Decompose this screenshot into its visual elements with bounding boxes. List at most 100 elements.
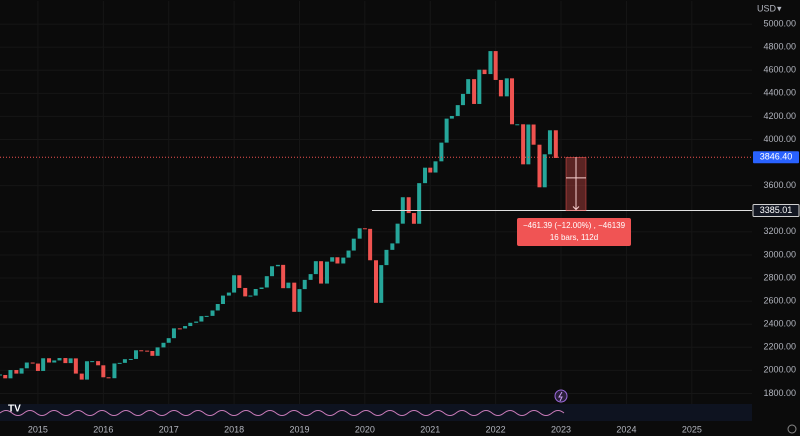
candle	[553, 130, 558, 158]
candle	[521, 124, 526, 165]
lightning	[558, 391, 563, 402]
candle	[122, 359, 127, 363]
price-label-box	[752, 204, 800, 218]
candle	[368, 228, 373, 261]
candle	[177, 328, 182, 330]
candle	[194, 321, 199, 323]
events-icon[interactable]	[554, 389, 568, 403]
y-tick-label: 4000.00	[763, 134, 796, 144]
candle	[547, 130, 552, 155]
candle	[330, 257, 335, 262]
candle	[171, 328, 176, 339]
candle	[166, 338, 171, 343]
candle	[204, 315, 209, 317]
x-tick-label: 2025	[682, 424, 702, 434]
y-tick-label: 2000.00	[763, 365, 796, 375]
candle	[411, 213, 416, 224]
x-tick-label: 2024	[616, 424, 636, 434]
y-tick-label: 4400.00	[763, 88, 796, 98]
oscillator-line	[0, 410, 565, 416]
candle	[24, 362, 29, 369]
candle	[52, 360, 57, 363]
candle	[406, 197, 411, 214]
last-price-box	[753, 151, 799, 164]
y-tick-label: 2800.00	[763, 272, 796, 282]
candle	[134, 350, 139, 359]
candle	[281, 264, 286, 289]
candle	[101, 365, 106, 378]
candle	[188, 322, 193, 327]
candle	[428, 167, 433, 173]
candle	[264, 276, 269, 288]
logo: TV	[8, 404, 21, 415]
candle	[3, 374, 8, 379]
y-tick-label: 2600.00	[763, 295, 796, 305]
candle	[63, 358, 68, 364]
candle	[537, 144, 542, 188]
candle	[84, 361, 89, 380]
candle	[395, 223, 400, 244]
x-tick-label: 2017	[159, 424, 179, 434]
candle	[444, 118, 449, 143]
candle	[57, 358, 62, 361]
candle	[275, 264, 280, 267]
candle	[472, 79, 477, 104]
candle	[390, 243, 395, 250]
candle	[220, 295, 225, 304]
candle	[210, 310, 215, 316]
candle	[542, 154, 547, 188]
y-tick-label: 4600.00	[763, 65, 796, 75]
y-tick-label: 3600.00	[763, 180, 796, 190]
candle	[117, 362, 122, 364]
candle	[362, 228, 367, 230]
candle	[253, 288, 258, 296]
candle	[139, 350, 144, 352]
candle	[112, 363, 117, 379]
candle	[90, 361, 95, 363]
candle	[498, 79, 503, 97]
candle	[319, 261, 324, 284]
candle	[128, 358, 133, 360]
y-tick-label: 4800.00	[763, 42, 796, 52]
candle	[526, 124, 531, 165]
candle	[106, 377, 111, 379]
x-tick-label: 2015	[28, 424, 48, 434]
candle	[477, 69, 482, 104]
x-tick-label: 2020	[355, 424, 375, 434]
oscillator-pane	[0, 404, 752, 421]
candle	[417, 183, 422, 224]
candle	[35, 363, 40, 371]
currency[interactable]: USD	[757, 3, 777, 13]
candle	[215, 304, 220, 311]
x-tick-label: 2023	[551, 424, 571, 434]
candle	[510, 78, 515, 125]
candle	[313, 261, 318, 275]
candle	[73, 358, 78, 374]
candle	[302, 279, 307, 290]
candle	[433, 161, 438, 173]
last-price-label: 3846.40	[760, 152, 793, 162]
candle	[351, 238, 356, 251]
candle	[183, 326, 188, 329]
y-tick-label: 2200.00	[763, 342, 796, 352]
y-tick-label: 1800.00	[763, 388, 796, 398]
candle	[19, 368, 24, 374]
candle	[248, 295, 253, 297]
candle	[226, 292, 231, 296]
candle	[308, 274, 313, 280]
x-tick-label: 2019	[289, 424, 309, 434]
candle	[488, 51, 493, 75]
candle	[504, 78, 509, 97]
measure-bars: 16 bars, 112d	[550, 233, 598, 242]
y-tick-label: 3200.00	[763, 226, 796, 236]
candle	[232, 275, 237, 293]
candle	[155, 347, 160, 356]
candle	[374, 260, 378, 303]
settings-icon[interactable]	[787, 424, 797, 434]
x-tick-label: 2018	[224, 424, 244, 434]
candle	[199, 316, 204, 322]
candle	[515, 124, 520, 126]
measure-tooltip	[517, 218, 631, 246]
